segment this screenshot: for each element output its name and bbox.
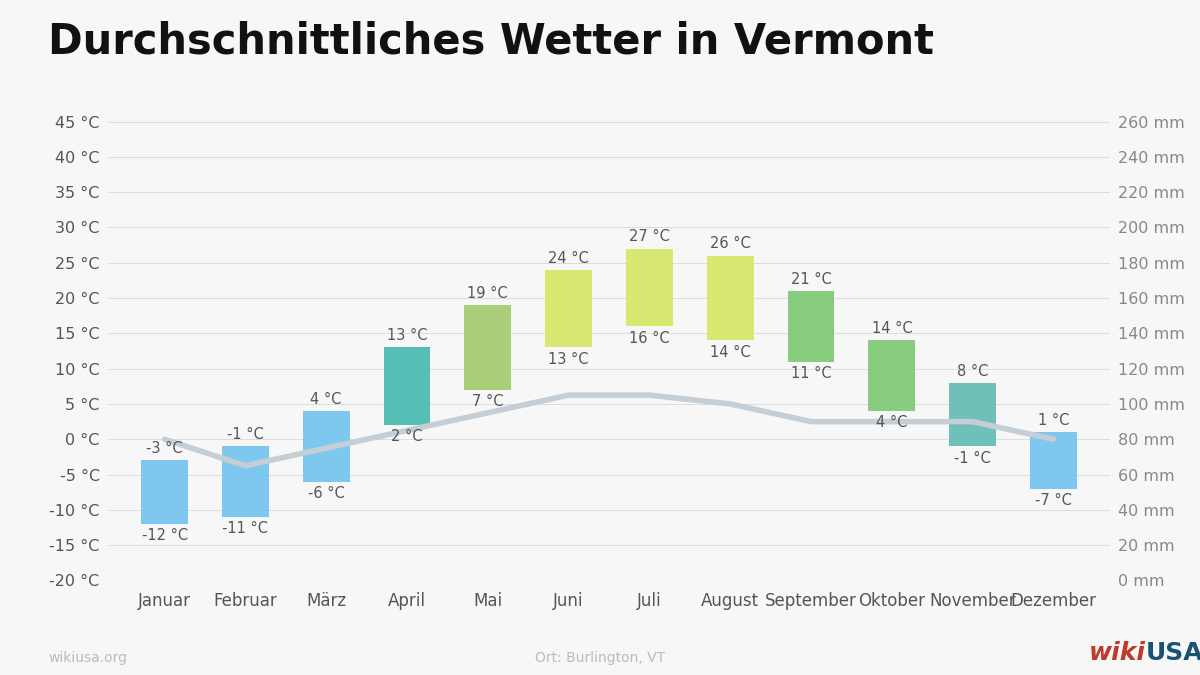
Text: -11 °C: -11 °C [222,521,269,536]
Bar [142,460,188,524]
Bar [302,411,349,482]
Text: 24 °C: 24 °C [548,250,589,265]
Bar [707,256,754,340]
Text: wikiusa.org: wikiusa.org [48,651,127,665]
Bar [222,446,269,517]
Bar [384,348,431,425]
Text: 8 °C: 8 °C [956,364,989,379]
Text: USA: USA [1146,641,1200,665]
Text: 4 °C: 4 °C [311,392,342,407]
Text: 13 °C: 13 °C [386,328,427,343]
Text: -6 °C: -6 °C [308,486,344,501]
Text: 4 °C: 4 °C [876,415,907,430]
Bar [464,305,511,390]
Text: 14 °C: 14 °C [710,345,750,360]
Bar [1030,432,1076,489]
Bar [949,383,996,446]
Text: 7 °C: 7 °C [472,394,504,409]
Text: 11 °C: 11 °C [791,366,832,381]
Text: -1 °C: -1 °C [227,427,264,442]
Bar [626,248,673,326]
Text: -1 °C: -1 °C [954,451,991,466]
Bar [787,291,834,362]
Text: -7 °C: -7 °C [1034,493,1072,508]
Text: 27 °C: 27 °C [629,230,670,244]
Text: 16 °C: 16 °C [629,331,670,346]
Text: 13 °C: 13 °C [548,352,589,367]
Text: wiki: wiki [1090,641,1146,665]
Text: 19 °C: 19 °C [468,286,508,301]
Text: 1 °C: 1 °C [1038,413,1069,428]
Text: Ort: Burlington, VT: Ort: Burlington, VT [535,651,665,665]
Text: 26 °C: 26 °C [710,236,750,251]
Bar [869,340,916,411]
Text: 14 °C: 14 °C [871,321,912,336]
Text: 21 °C: 21 °C [791,272,832,287]
Text: -3 °C: -3 °C [146,441,182,456]
Text: Durchschnittliches Wetter in Vermont: Durchschnittliches Wetter in Vermont [48,20,934,62]
Text: 2 °C: 2 °C [391,429,422,444]
Bar [545,270,592,348]
Text: -12 °C: -12 °C [142,529,187,543]
